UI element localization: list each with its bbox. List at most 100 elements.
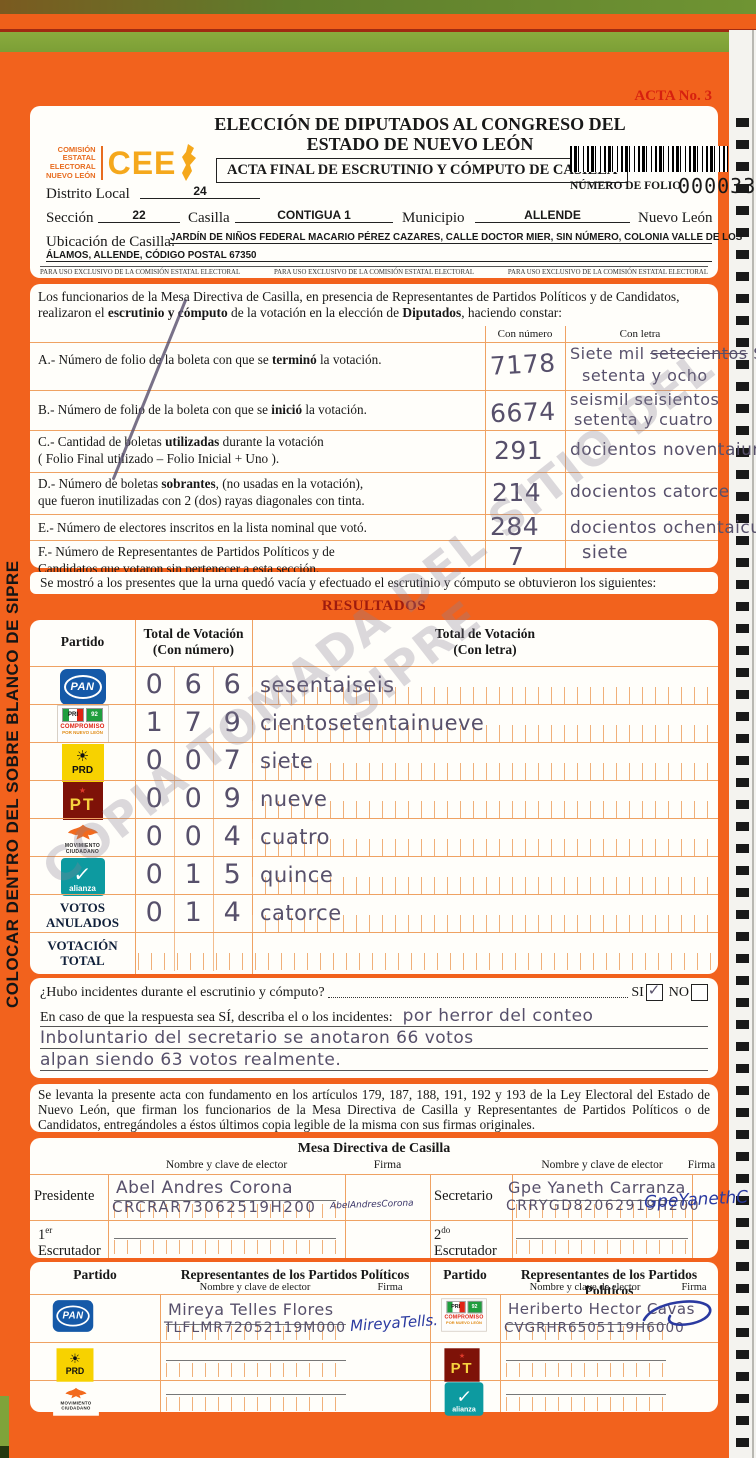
top-green-strip	[0, 32, 756, 52]
item-b-bold: inició	[271, 402, 303, 417]
anulados-digit-3: 4	[223, 897, 242, 928]
form-title-line1: ELECCIÓN DE DIPUTADOS AL CONGRESO DEL	[214, 114, 626, 134]
pt-digit-2: 0	[184, 783, 203, 814]
folio-value: 000033	[678, 174, 756, 198]
item-e-numero: 284	[490, 512, 540, 541]
secretario-label: Secretario	[434, 1188, 493, 1204]
intro-bold2: Diputados	[402, 305, 462, 321]
ubicacion-line2: ÁLAMOS, ALLENDE, CÓDIGO POSTAL 67350	[46, 250, 712, 262]
pan-digit-3: 6	[223, 669, 242, 700]
cee-org-name: COMISIÓN ESTATAL ELECTORAL NUEVO LEÓN	[46, 145, 103, 181]
mesa-panel: Mesa Directiva de Casilla Nombre y clave…	[30, 1138, 749, 1260]
votacion-total-label: VOTACIÓN TOTAL	[30, 938, 135, 968]
prd-digit-3: 7	[223, 745, 242, 776]
side-vertical-label-text: COLOCAR DENTRO DEL SOBRE BLANCO DE SIPRE	[3, 560, 22, 1008]
reps-pri-firma-scribble	[642, 1300, 712, 1326]
binding-strip	[729, 30, 756, 1458]
prd-letra: siete	[260, 749, 314, 773]
results-row-pri: PRI 92 COMPROMISO POR NUEVO LEÓN 1 7 9 ci…	[30, 704, 718, 743]
esc1-base: 1	[38, 1226, 46, 1243]
item-a-pre: A.- Número de folio de la boleta con que…	[38, 352, 273, 367]
reps-pan-logo-cell: PAN	[50, 1298, 96, 1334]
item-d-pre: D.- Número de boletas	[38, 476, 162, 491]
reps-eagle-icon	[65, 1387, 87, 1399]
results-col-line-1	[135, 620, 136, 974]
scrutiny-intro: Los funcionarios de la Mesa Directiva de…	[38, 289, 712, 322]
incidents-panel: ¿Hubo incidentes durante el escrutinio y…	[30, 978, 718, 1078]
mesa-col-firma-right: Firma	[687, 1159, 716, 1171]
results-row-alianza: ✓ alianza 0 1 5 quince	[30, 856, 718, 896]
anulados-digit-1: 0	[145, 897, 164, 928]
mesa-col-nombre-left: Nombre y clave de elector	[165, 1159, 288, 1171]
side-vertical-label: COLOCAR DENTRO DEL SOBRE BLANCO DE SIPRE	[3, 468, 23, 1008]
alianza-logo: ✓ alianza	[60, 858, 105, 896]
reps-compromiso-text: COMPROMISO	[444, 1315, 484, 1321]
ubicacion-line2-text: ÁLAMOS, ALLENDE, CÓDIGO POSTAL 67350	[46, 250, 257, 261]
pvem-mini-logo: 92	[86, 708, 103, 722]
item-a-letra-strike: setecientos	[650, 344, 748, 363]
pan-letra: sesentaiseis	[260, 673, 395, 697]
item-a-bold: terminó	[272, 352, 317, 367]
reps-pan-ticks	[166, 1326, 346, 1340]
escrutador1-ticks	[114, 1240, 336, 1254]
item-c-numero: 291	[494, 436, 544, 465]
presidente-clave: CRCRAR73062519H200	[112, 1198, 317, 1216]
casilla-value: CONTIGUA 1	[277, 208, 351, 222]
reps-pt-logo-cell: ★ PT	[442, 1346, 482, 1384]
esc2-base: 2	[434, 1226, 442, 1243]
secretario-name-line	[516, 1200, 688, 1201]
item-a-post: la votación.	[316, 352, 382, 367]
mesa-title: Mesa Directiva de Casilla	[297, 1141, 451, 1156]
item-c-post: durante la votación	[219, 434, 324, 449]
pri-digit-2: 7	[184, 707, 203, 738]
esc2-word: Escrutador	[434, 1242, 497, 1259]
alianza-check-icon: ✓	[72, 862, 93, 886]
incidents-hand-line2-text: Inboluntario del secretario se anotaron …	[40, 1028, 474, 1048]
reps-col-firma-right: Firma	[681, 1282, 707, 1293]
exclusive-use-row: PARA USO EXCLUSIVO DE LA COMISIÓN ESTATA…	[40, 266, 708, 276]
intro-mid: de la votación en la elección de	[227, 305, 403, 321]
exclusive-note-2: PARA USO EXCLUSIVO DE LA COMISIÓN ESTATA…	[273, 269, 475, 276]
items-col-line-1	[485, 326, 486, 568]
pt-logo-text: PT	[69, 795, 96, 814]
item-f-letra: siete	[582, 542, 629, 563]
results-col-partido: Partido	[60, 634, 105, 649]
anulados-digit-2: 1	[184, 897, 203, 928]
reps-col-title-left: Representantes de los Partidos Políticos	[180, 1267, 410, 1282]
presidente-firma-signature: AbelAndresCorona	[329, 1198, 414, 1212]
reps-mc-text-1: MOVIMIENTO	[60, 1400, 92, 1407]
cee-org-line3: ELECTORAL	[49, 162, 96, 171]
reps-col-line-2	[430, 1262, 431, 1412]
reps-pri-logo: PRI 92 COMPROMISO POR NUEVO LEÓN	[441, 1298, 487, 1332]
prd-logo-text: PRD	[71, 765, 94, 776]
si-checkmark: ✓	[647, 981, 661, 999]
presidente-label: Presidente	[34, 1188, 95, 1204]
reps-pan-clave: TLFLMR72052119M000	[164, 1320, 347, 1336]
reps-prd-sun-icon: ☀	[69, 1352, 81, 1367]
incidents-hand-line2: Inboluntario del secretario se anotaron …	[40, 1028, 708, 1049]
binding-holes	[736, 118, 749, 1448]
nuevo-leon-outline-icon	[182, 144, 197, 181]
mc-digit-2: 0	[184, 821, 203, 852]
item-a-label: A.- Número de folio de la boleta con que…	[38, 352, 478, 368]
legal-panel: Se levanta la presente acta con fundamen…	[30, 1084, 718, 1132]
presidente-name-line	[114, 1200, 336, 1201]
escrutador2-ticks	[516, 1240, 688, 1254]
escrutador1-label: 1er Escrutador	[38, 1225, 101, 1260]
mc-letra: cuatro	[260, 825, 330, 849]
escrutador2-name-line	[516, 1238, 688, 1239]
items-row-sep-1	[30, 390, 718, 391]
item-d-numero: 214	[492, 478, 542, 507]
form-title-line2: ESTADO DE NUEVO LEÓN	[306, 134, 534, 154]
reps-prd-logo-text: PRD	[65, 1366, 85, 1377]
reps-mc-logo-cell: MOVIMIENTO CIUDADANO	[50, 1380, 102, 1418]
incidents-prompt: En caso de que la respuesta sea SÍ, desc…	[40, 1010, 393, 1025]
subtitle-box: ACTA FINAL DE ESCRUTINIO Y CÓMPUTO DE CA…	[216, 158, 629, 183]
item-f-pre: F.- Número de Representantes de Partidos…	[38, 544, 335, 559]
results-col-line-2	[252, 620, 253, 974]
si-label: SI	[631, 985, 644, 1000]
reps-col-nombre-right: Nombre y clave de elector	[529, 1282, 641, 1293]
intro-bold1: escrutinio y cómputo	[107, 305, 228, 321]
folio-label: NÚMERO DE FOLIO	[570, 180, 682, 192]
acta-number-text: ACTA No. 3	[634, 88, 712, 104]
